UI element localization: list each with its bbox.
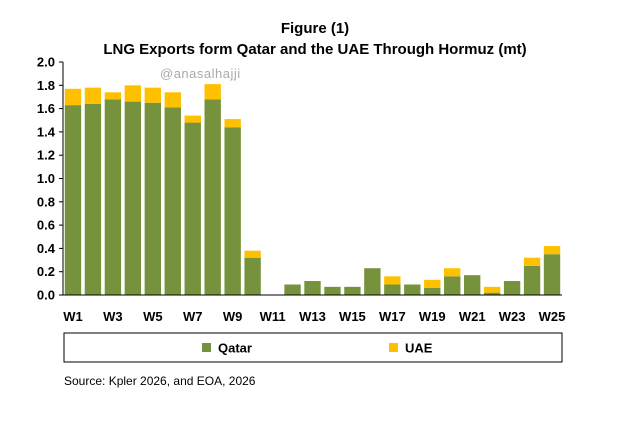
x-tick-label: W11 bbox=[260, 309, 286, 324]
figure-label: Figure (1) bbox=[281, 20, 349, 37]
x-tick-label: W13 bbox=[299, 309, 326, 324]
bar-qatar-w19 bbox=[424, 288, 441, 295]
bar-qatar-w2 bbox=[84, 103, 102, 295]
y-tick-label: 0.0 bbox=[37, 288, 55, 303]
x-tick-label: W9 bbox=[223, 309, 243, 324]
bar-qatar-w12 bbox=[284, 284, 301, 295]
bar-qatar-w18 bbox=[404, 284, 421, 295]
watermark-text: @anasalhajji bbox=[160, 66, 241, 81]
y-tick-label: 1.8 bbox=[37, 78, 55, 93]
source-note: Source: Kpler 2026, and EOA, 2026 bbox=[64, 374, 256, 388]
legend-box bbox=[63, 332, 563, 363]
bar-qatar-w24 bbox=[523, 265, 541, 295]
y-tick-label: 0.4 bbox=[37, 241, 56, 256]
bar-qatar-w10 bbox=[244, 257, 261, 295]
bar-qatar-w5 bbox=[144, 102, 162, 296]
bar-uae-w1 bbox=[64, 88, 82, 106]
bar-qatar-w16 bbox=[364, 268, 381, 295]
y-tick-label: 1.6 bbox=[37, 101, 55, 116]
bar-uae-w22 bbox=[483, 286, 501, 293]
bar-uae-w5 bbox=[144, 87, 162, 103]
bar-uae-w6 bbox=[164, 92, 181, 108]
y-tick-label: 1.0 bbox=[37, 171, 55, 186]
bar-uae-w3 bbox=[104, 92, 122, 100]
x-tick-label: W17 bbox=[379, 309, 406, 324]
y-tick-label: 0.8 bbox=[37, 194, 55, 209]
bar-qatar-w17 bbox=[384, 284, 401, 295]
x-tick-label: W3 bbox=[103, 309, 123, 324]
plot-area: 0.0 0.2 0.4 0.6 0.8 1.0 1.2 1.4 1.6 1.8 2.0 W1 W3 W5 W… bbox=[37, 55, 565, 325]
bar-uae-w25 bbox=[543, 246, 561, 255]
y-tick-label: 2.0 bbox=[37, 55, 55, 70]
bar-uae-w10 bbox=[244, 250, 261, 258]
legend-swatch-qatar bbox=[202, 343, 211, 352]
bar-qatar-w9 bbox=[224, 127, 241, 296]
y-tick-label: 0.2 bbox=[37, 264, 55, 279]
bar-uae-w19 bbox=[424, 279, 441, 289]
y-tick-label: 0.6 bbox=[37, 218, 55, 233]
bar-uae-w7 bbox=[184, 115, 201, 123]
x-tick-label: W23 bbox=[499, 309, 526, 324]
bar-qatar-w14 bbox=[324, 286, 341, 295]
bar-qatar-w3 bbox=[104, 99, 122, 295]
bar-qatar-w20 bbox=[444, 276, 461, 295]
x-tick-label: W21 bbox=[459, 309, 486, 324]
legend-label-qatar: Qatar bbox=[218, 341, 252, 356]
bar-qatar-w4 bbox=[124, 101, 142, 295]
bar-qatar-w15 bbox=[344, 286, 361, 295]
bar-uae-w4 bbox=[124, 85, 142, 102]
x-tick-label: W25 bbox=[539, 309, 566, 324]
y-tick-label: 1.2 bbox=[37, 148, 55, 163]
bar-uae-w20 bbox=[444, 268, 461, 277]
bar-uae-w24 bbox=[523, 257, 541, 266]
x-tick-label: W7 bbox=[183, 309, 203, 324]
bar-uae-w2 bbox=[84, 87, 102, 104]
y-tick-label: 1.4 bbox=[37, 124, 56, 139]
x-tick-label: W5 bbox=[143, 309, 163, 324]
bar-qatar-w8 bbox=[204, 99, 221, 295]
bar-qatar-w6 bbox=[164, 107, 181, 295]
x-tick-label: W19 bbox=[419, 309, 446, 324]
legend: Qatar UAE bbox=[202, 341, 433, 356]
bar-qatar-w22 bbox=[483, 292, 501, 295]
bar-uae-w17 bbox=[384, 276, 401, 285]
chart-title: LNG Exports form Qatar and the UAE Throu… bbox=[103, 41, 526, 58]
x-tick-label: W1 bbox=[63, 309, 83, 324]
bar-uae-w8 bbox=[204, 84, 221, 100]
bar-qatar-w21 bbox=[463, 275, 481, 295]
bar-qatar-w23 bbox=[503, 281, 521, 295]
legend-swatch-uae bbox=[389, 343, 398, 352]
legend-label-uae: UAE bbox=[405, 341, 433, 356]
bar-qatar-w25 bbox=[543, 254, 561, 295]
bar-qatar-w7 bbox=[184, 122, 201, 295]
x-tick-label: W15 bbox=[339, 309, 366, 324]
bar-qatar-w1 bbox=[64, 105, 82, 295]
bar-qatar-w13 bbox=[304, 281, 321, 295]
bar-uae-w9 bbox=[224, 119, 241, 128]
